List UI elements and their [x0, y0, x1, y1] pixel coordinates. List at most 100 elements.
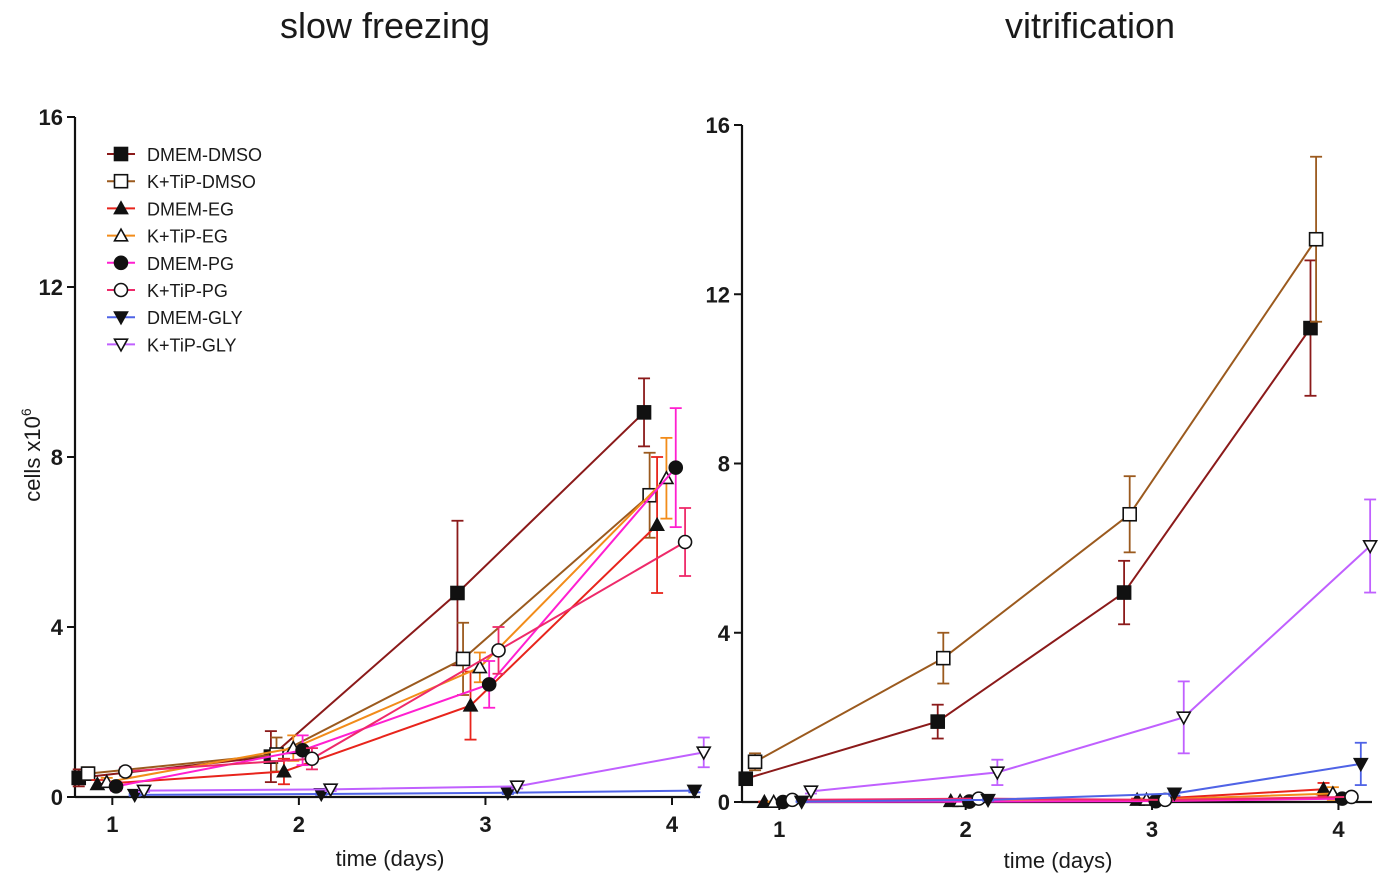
legend-marker: [113, 311, 129, 326]
series-dmem-pg: [108, 407, 684, 794]
series-line: [97, 524, 658, 786]
data-point: [1352, 757, 1369, 773]
data-point: [738, 771, 754, 787]
data-point: [756, 793, 773, 809]
chart-title: vitrification: [1005, 5, 1175, 46]
data-point: [1175, 711, 1192, 726]
data-point: [499, 786, 516, 801]
series-k-tip-gly: [136, 736, 712, 799]
series-k-tip-dmso: [747, 155, 1324, 772]
x-tick-label: 4: [666, 812, 679, 837]
legend-entry: K+TiP-GLY: [107, 335, 237, 355]
legend-entry: DMEM-GLY: [107, 308, 243, 328]
y-tick-label: 8: [51, 445, 63, 470]
legend-label: DMEM-DMSO: [147, 145, 262, 165]
legend-entry: K+TiP-DMSO: [107, 172, 256, 192]
chart-title: slow freezing: [280, 5, 490, 46]
series-k-tip-dmso: [80, 451, 657, 781]
data-point: [80, 766, 96, 781]
series-line: [125, 541, 686, 773]
data-point: [1166, 787, 1183, 802]
data-point: [686, 784, 703, 799]
data-point: [803, 785, 819, 800]
data-point: [304, 751, 320, 767]
series-dmem-eg: [756, 781, 1332, 809]
series-layer: [71, 377, 712, 804]
legend-marker: [113, 200, 129, 215]
series-dmem-gly: [793, 741, 1369, 810]
series-k-tip-pg: [118, 507, 693, 779]
series-dmem-dmso: [738, 259, 1318, 787]
legend-label: DMEM-PG: [147, 254, 234, 274]
data-point: [126, 788, 143, 804]
data-point: [747, 754, 763, 770]
data-point: [322, 783, 339, 798]
legend-marker: [113, 338, 129, 353]
legend-marker: [113, 173, 129, 189]
data-point: [695, 746, 712, 761]
data-point: [980, 793, 996, 809]
x-tick-label: 2: [960, 817, 972, 842]
legend-entry: K+TiP-PG: [107, 281, 228, 301]
y-tick-label: 12: [39, 275, 63, 300]
x-tick-label: 3: [1146, 817, 1158, 842]
x-axis-label: time (days): [1004, 848, 1113, 873]
series-line: [754, 238, 1317, 763]
data-point: [276, 763, 292, 778]
legend-entry: DMEM-PG: [107, 254, 234, 274]
legend-marker: [113, 255, 129, 271]
data-point: [677, 534, 693, 550]
legend-label: K+TiP-GLY: [147, 335, 237, 355]
data-point: [1362, 540, 1378, 555]
series-k-tip-gly: [803, 498, 1378, 800]
series-line: [87, 494, 651, 775]
data-point: [649, 516, 665, 532]
data-point: [118, 764, 133, 779]
series-line: [801, 762, 1361, 803]
legend-label: DMEM-GLY: [147, 308, 243, 328]
data-point: [668, 460, 684, 475]
data-point: [481, 677, 497, 692]
y-tick-label: 16: [39, 105, 63, 130]
legend-entry: DMEM-DMSO: [107, 145, 262, 165]
legend-entry: DMEM-EG: [107, 199, 234, 219]
data-point: [295, 742, 310, 758]
data-point: [636, 405, 652, 420]
legend-label: K+TiP-EG: [147, 227, 228, 247]
y-axis-label: cells x106: [18, 408, 45, 502]
y-tick-label: 8: [718, 452, 730, 477]
data-point: [136, 784, 152, 799]
x-tick-label: 4: [1332, 817, 1345, 842]
legend-marker: [113, 227, 129, 242]
legend-entry: K+TiP-EG: [107, 227, 228, 247]
data-point: [1344, 789, 1359, 805]
data-point: [793, 795, 810, 810]
data-point: [1303, 320, 1318, 336]
y-tick-label: 0: [51, 785, 63, 810]
legend-label: K+TiP-DMSO: [147, 172, 256, 192]
data-point: [491, 643, 506, 658]
data-point: [1116, 585, 1132, 600]
data-point: [455, 651, 471, 667]
series-line: [810, 545, 1371, 793]
y-tick-label: 0: [718, 790, 730, 815]
x-tick-label: 3: [479, 812, 491, 837]
data-point: [471, 659, 488, 674]
series-line: [792, 795, 1352, 801]
x-axis-label: time (days): [336, 846, 445, 871]
data-point: [989, 766, 1006, 781]
series-dmem-eg: [89, 456, 665, 791]
legend-label: DMEM-EG: [147, 199, 234, 219]
data-point: [509, 780, 526, 795]
series-k-tip-pg: [785, 789, 1359, 808]
series-layer: [738, 155, 1378, 810]
series-line: [144, 751, 704, 792]
data-point: [1122, 506, 1137, 522]
legend-marker: [113, 282, 129, 298]
x-tick-label: 2: [293, 812, 305, 837]
